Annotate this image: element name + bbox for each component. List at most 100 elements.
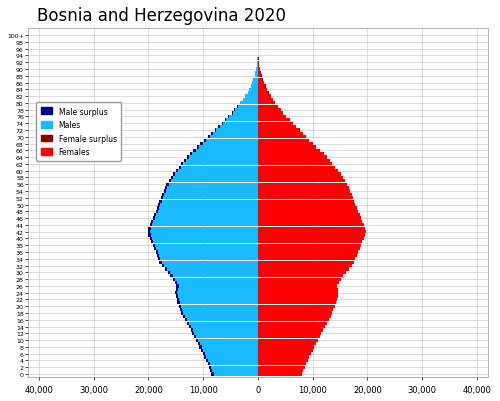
Bar [202, 143, 258, 146]
Bar [258, 65, 259, 68]
Bar [154, 214, 156, 217]
Bar [189, 325, 191, 328]
Bar [258, 122, 293, 126]
Bar [213, 132, 258, 136]
Bar [258, 78, 262, 81]
Bar [258, 203, 356, 207]
Bar [193, 328, 258, 332]
Bar [184, 312, 258, 315]
Bar [184, 160, 186, 163]
Bar [258, 247, 360, 251]
Bar [258, 274, 344, 277]
Bar [170, 274, 172, 277]
Bar [258, 227, 365, 230]
Bar [162, 261, 258, 264]
Bar [158, 210, 258, 213]
Bar [208, 359, 258, 362]
Bar [258, 352, 311, 355]
Bar [258, 261, 354, 264]
Bar [258, 298, 336, 301]
Bar [270, 95, 271, 98]
Legend: Male surplus, Males, Female surplus, Females: Male surplus, Males, Female surplus, Fem… [36, 103, 121, 162]
Bar [180, 302, 258, 305]
Bar [258, 268, 349, 271]
Bar [176, 170, 178, 173]
Bar [258, 214, 360, 217]
Bar [178, 288, 258, 291]
Bar [163, 196, 258, 200]
Bar [258, 196, 352, 200]
Bar [196, 149, 258, 152]
Bar [210, 136, 258, 139]
Bar [258, 156, 327, 159]
Bar [211, 366, 258, 369]
Bar [158, 251, 258, 254]
Bar [156, 207, 159, 210]
Bar [158, 257, 160, 261]
Bar [152, 237, 258, 241]
Bar [200, 143, 202, 146]
Bar [258, 193, 352, 196]
Bar [173, 278, 176, 281]
Bar [258, 112, 283, 115]
Bar [150, 231, 258, 234]
Bar [176, 292, 178, 295]
Bar [198, 342, 200, 345]
Bar [258, 89, 266, 92]
Bar [228, 115, 230, 119]
Bar [232, 112, 258, 115]
Bar [257, 65, 258, 68]
Bar [258, 166, 335, 170]
Bar [258, 356, 310, 359]
Bar [258, 295, 338, 298]
Bar [148, 231, 150, 234]
Bar [258, 180, 345, 183]
Bar [184, 163, 258, 166]
Bar [258, 207, 357, 210]
Bar [194, 332, 258, 335]
Bar [252, 82, 258, 85]
Bar [210, 369, 212, 372]
Bar [258, 119, 290, 122]
Bar [156, 214, 258, 217]
Bar [159, 207, 258, 210]
Bar [258, 210, 358, 213]
Bar [258, 288, 338, 291]
Bar [204, 139, 206, 142]
Bar [258, 237, 364, 241]
Bar [258, 160, 330, 163]
Bar [258, 312, 332, 315]
Bar [177, 298, 179, 301]
Bar [173, 176, 258, 180]
Bar [160, 203, 258, 207]
Bar [258, 163, 332, 166]
Bar [258, 200, 354, 203]
Bar [154, 241, 258, 244]
Bar [256, 71, 258, 75]
Bar [258, 241, 362, 244]
Bar [258, 186, 349, 190]
Bar [206, 359, 208, 362]
Bar [164, 264, 258, 267]
Bar [258, 328, 323, 332]
Bar [180, 305, 258, 308]
Bar [196, 335, 258, 338]
Bar [206, 139, 258, 142]
Bar [258, 345, 314, 348]
Bar [158, 203, 160, 207]
Bar [176, 285, 178, 288]
Bar [162, 193, 164, 196]
Bar [155, 244, 258, 247]
Bar [258, 349, 312, 352]
Bar [208, 136, 210, 139]
Bar [212, 132, 213, 136]
Bar [234, 109, 235, 112]
Bar [167, 268, 258, 271]
Bar [176, 295, 178, 298]
Bar [198, 339, 258, 342]
Bar [258, 325, 324, 328]
Bar [164, 190, 166, 193]
Bar [225, 119, 226, 122]
Bar [200, 345, 202, 348]
Bar [162, 200, 258, 203]
